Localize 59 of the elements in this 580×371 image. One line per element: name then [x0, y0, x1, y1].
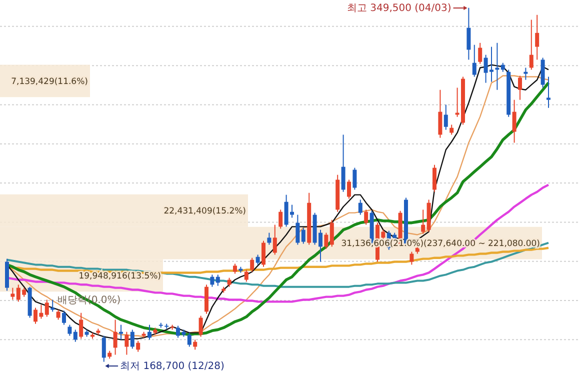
candlestick [187, 332, 192, 348]
candlestick [216, 274, 220, 286]
candlestick [438, 89, 442, 138]
candlestick [193, 339, 198, 350]
candlestick [79, 312, 84, 340]
candlestick [346, 179, 351, 200]
candlestick [113, 319, 118, 356]
candlestick [518, 75, 522, 100]
candlestick [495, 42, 500, 90]
candlestick [364, 209, 368, 226]
candlestick [256, 254, 260, 266]
candlestick [102, 335, 106, 362]
band-label: 7,139,429(11.6%) [11, 76, 88, 87]
annotation: 최저 168,700 (12/28) [120, 361, 224, 371]
candlestick [278, 209, 283, 230]
candlestick [529, 19, 534, 70]
candlestick [147, 324, 152, 340]
candlestick [324, 232, 328, 250]
candlestick [44, 299, 49, 318]
candlestick [136, 340, 140, 352]
annotation: 최고 349,500 (04/03) [346, 3, 452, 14]
candlestick [210, 274, 214, 288]
candlestick [421, 209, 426, 234]
candlestick [261, 240, 266, 268]
candlestick [472, 44, 476, 78]
band-label: 19,948,916(13.5%) [78, 271, 161, 282]
candlestick [244, 269, 248, 282]
candlestick [124, 331, 129, 356]
candlestick [10, 287, 15, 300]
candlestick [272, 224, 277, 256]
candlestick [500, 62, 505, 72]
candlestick [341, 134, 346, 192]
band-label: 22,431,409(15.2%) [164, 206, 246, 217]
candlestick [73, 329, 78, 342]
candlestick [546, 76, 550, 108]
candlestick [198, 315, 203, 338]
candlestick [62, 310, 66, 326]
candlestick [330, 219, 334, 248]
candlestick [432, 164, 436, 192]
candlestick [68, 324, 72, 336]
candlestick [512, 99, 516, 144]
candlestick [130, 329, 134, 350]
candlestick [301, 227, 306, 244]
candlestick [410, 251, 414, 266]
candlestick [267, 232, 272, 246]
candlestick [524, 67, 528, 80]
candlestick [227, 277, 232, 288]
candlestick [466, 7, 471, 60]
candlestick [250, 257, 254, 272]
candlestick [358, 199, 362, 216]
candlestick [296, 214, 300, 246]
candlestick [352, 167, 357, 190]
candlestick [232, 263, 237, 274]
candlestick [478, 42, 482, 64]
candlestick [118, 324, 123, 340]
candlestick [535, 14, 540, 60]
candlestick [444, 104, 448, 130]
candlestick [450, 124, 454, 136]
candlestick [56, 309, 60, 320]
